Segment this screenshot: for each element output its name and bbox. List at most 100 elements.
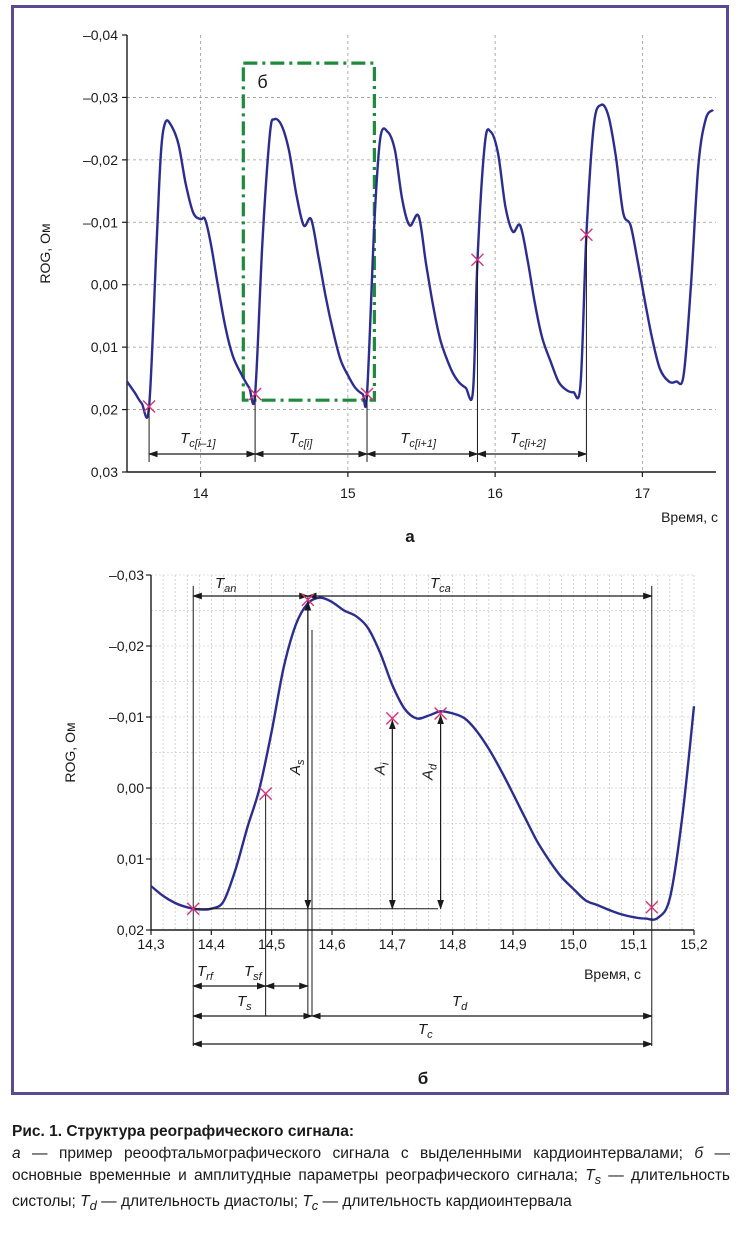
chart-a-interval-label-sub: c[i+2]	[519, 438, 547, 450]
chart-b-label-as-main: A	[287, 765, 304, 776]
chart-b-x-tick-label: 14,5	[258, 936, 285, 952]
chart-b-point-marker	[385, 711, 399, 725]
chart-a: –0,04 –0,03 –0,02 –0,01 0,00 0,01 0,02 0,03 14 15…	[37, 27, 718, 546]
chart-a-x-tick-label: 17	[635, 485, 651, 501]
chart-b-panel-label: б	[418, 1069, 429, 1088]
chart-a-y-tick-label: –0,01	[83, 214, 118, 230]
chart-a-interval-label-main: T	[180, 430, 191, 447]
chart-a-y-tick-label: –0,04	[83, 27, 118, 43]
chart-a-interval-label: Tc[i+1]	[400, 430, 437, 450]
chart-b-label-as-sub: s	[295, 759, 307, 765]
chart-a-axes: –0,04 –0,03 –0,02 –0,01 0,00 0,01 0,02 0,03 14 15…	[37, 27, 718, 546]
chart-b-point-marker	[645, 900, 659, 914]
chart-b-x-tick-label: 14,4	[198, 936, 225, 952]
chart-a-y-tick-label: –0,02	[83, 152, 118, 168]
chart-a-minimum-marker	[360, 387, 374, 401]
chart-b-series-line	[150, 596, 696, 921]
chart-b-label-ad-main: A	[420, 770, 437, 781]
chart-b-label-tc-sub: c	[427, 1029, 433, 1041]
chart-a-interval-label-sub: c[i–1]	[189, 438, 216, 450]
chart-b-label-tan: Tan	[215, 575, 236, 595]
chart-b-y-tick-label: 0,00	[117, 780, 144, 796]
chart-a-highlight-label: б	[257, 72, 267, 92]
chart-a-x-tick-label: 16	[487, 485, 503, 501]
chart-a-minimum-marker	[579, 228, 593, 242]
chart-b-x-tick-label: 14,6	[318, 936, 345, 952]
chart-a-x-tick-label: 14	[193, 485, 209, 501]
chart-b-label-tca-sub: ca	[439, 583, 451, 595]
chart-a-interval-label-main: T	[289, 430, 300, 447]
chart-b-y-label: ROG, Ом	[62, 722, 78, 782]
chart-b-y-tick-label: –0,01	[109, 709, 144, 725]
chart-a-interval-label: Tc[i–1]	[180, 430, 216, 450]
chart-b-label-tc: Tc	[418, 1021, 433, 1041]
caption-body: а — пример реоофтальмографического сигна…	[12, 1145, 730, 1214]
chart-b-point-marker	[434, 706, 448, 720]
chart-b-x-tick-label: 14,7	[379, 936, 406, 952]
caption-title: Рис. 1. Структура реографического сигнал…	[12, 1123, 355, 1140]
chart-a-series-line	[126, 103, 715, 419]
chart-b-label-tsf: Tsf	[244, 963, 263, 983]
chart-a-intervals: Tc[i–1] Tc[i] Tc[i+1] Tc[i+2]	[142, 228, 593, 462]
chart-b-x-tick-label: 14,8	[439, 936, 466, 952]
chart-b-label-tan-main: T	[215, 575, 226, 592]
chart-a-x-tick-label: 15	[340, 485, 356, 501]
chart-b-label-ad-sub: d	[428, 763, 440, 770]
chart-b-label-ai-main: A	[371, 765, 388, 776]
chart-a-minimum-marker	[248, 387, 262, 401]
chart-a-interval-label: Tc[i]	[289, 430, 313, 450]
chart-a-interval-label-sub: c[i+1]	[409, 438, 437, 450]
chart-b-label-ts-main: T	[237, 993, 248, 1010]
chart-a-interval-label-main: T	[510, 430, 521, 447]
chart-b-x-tick-label: 15,1	[620, 936, 647, 952]
chart-b-label-tc-main: T	[418, 1021, 429, 1038]
chart-a-x-label: Время, с	[661, 509, 718, 525]
chart-a-y-tick-label: 0,02	[91, 402, 118, 418]
chart-b-point-marker	[186, 902, 200, 916]
chart-a-y-tick-label: 0,03	[91, 464, 118, 480]
chart-a-grid	[127, 35, 716, 472]
chart-b-label-td-sub: d	[461, 1001, 468, 1013]
chart-b-label-trf-sub: rf	[206, 971, 214, 983]
chart-a-panel-label: а	[405, 527, 415, 546]
chart-a-interval-label-sub: c[i]	[298, 438, 313, 450]
chart-b-label-td-main: T	[452, 993, 463, 1010]
chart-b-label-td: Td	[452, 993, 468, 1013]
chart-b-x-label: Время, с	[584, 966, 641, 982]
chart-b-point-marker	[301, 593, 315, 607]
chart-b-label-ad: Ad	[420, 763, 440, 781]
chart-b-label-tca-main: T	[430, 575, 441, 592]
chart-a-interval-label-main: T	[400, 430, 411, 447]
figure-caption: Рис. 1. Структура реографического сигнал…	[12, 1121, 730, 1217]
chart-b-label-tan-sub: an	[224, 583, 236, 595]
chart-b-label-trf: Trf	[197, 963, 214, 983]
chart-b-label-as: As	[287, 759, 307, 776]
chart-b-point-marker	[259, 787, 273, 801]
chart-b-y-tick-label: –0,03	[109, 567, 144, 583]
chart-a-minimum-marker	[142, 399, 156, 413]
chart-b-label-ai: Ai	[371, 762, 391, 776]
chart-b-y-tick-label: 0,01	[117, 851, 144, 867]
chart-a-y-tick-label: 0,01	[91, 339, 118, 355]
chart-a-interval-label: Tc[i+2]	[510, 430, 547, 450]
chart-a-y-tick-label: 0,00	[91, 277, 118, 293]
chart-b-label-tca: Tca	[430, 575, 451, 595]
chart-a-y-tick-label: –0,03	[83, 89, 118, 105]
chart-b-label-ts-sub: s	[246, 1001, 252, 1013]
chart-b-label-tsf-sub: sf	[253, 971, 263, 983]
chart-b-x-tick-label: 14,9	[499, 936, 526, 952]
chart-b-y-tick-label: 0,02	[117, 922, 144, 938]
figure-frame	[11, 5, 729, 1095]
chart-b-label-trf-main: T	[197, 963, 208, 980]
chart-a-minimum-marker	[470, 253, 484, 267]
chart-b-label-tsf-main: T	[244, 963, 255, 980]
chart-b-x-tick-label: 15,2	[680, 936, 707, 952]
chart-b-x-tick-label: 14,3	[137, 936, 164, 952]
chart-b-label-ts: Ts	[237, 993, 252, 1013]
chart-b-y-tick-label: –0,02	[109, 638, 144, 654]
chart-a-y-label: ROG, Ом	[37, 223, 53, 283]
chart-b-x-tick-label: 15,0	[560, 936, 587, 952]
